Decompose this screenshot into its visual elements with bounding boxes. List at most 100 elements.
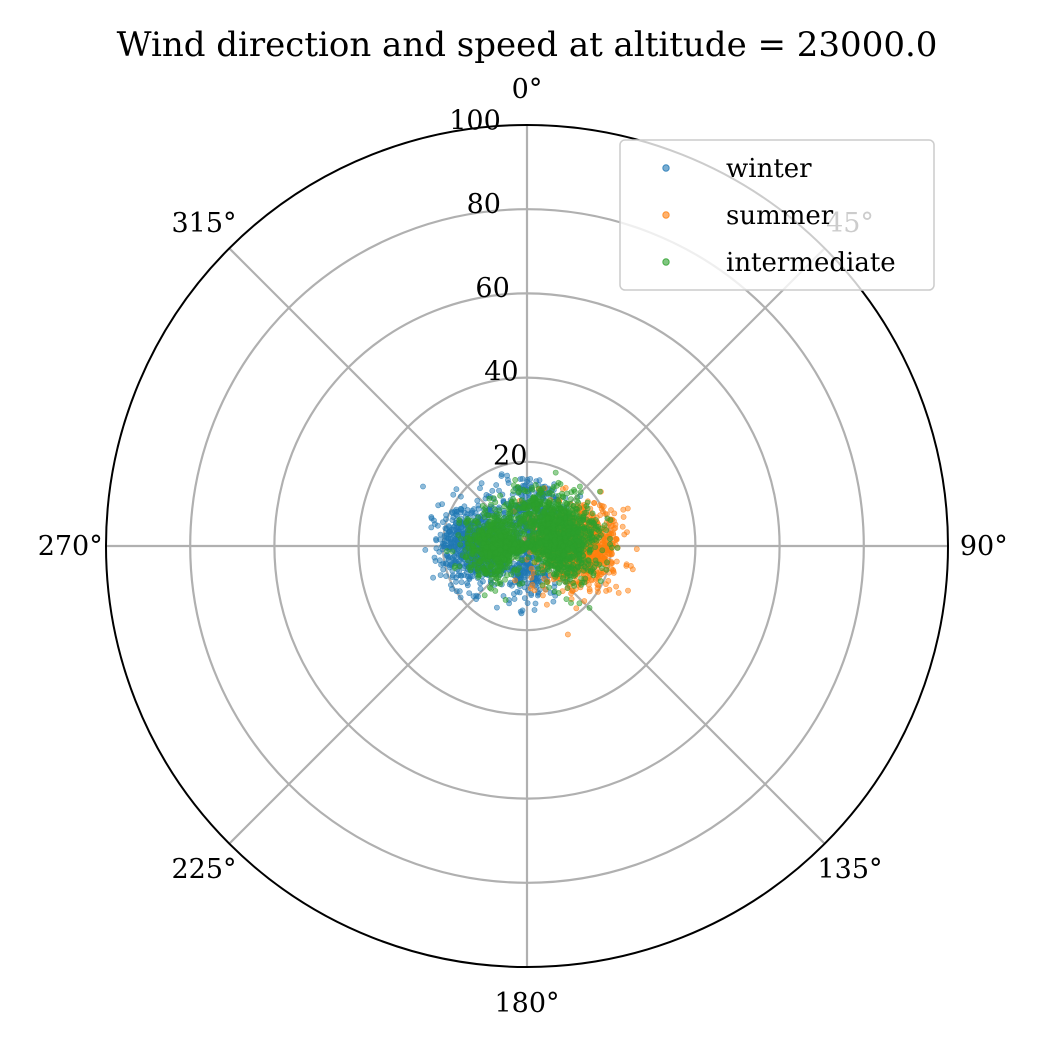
point-winter <box>498 471 505 477</box>
point-intermediate <box>519 497 525 503</box>
point-intermediate <box>512 541 518 547</box>
legend-item-intermediate: intermediate <box>662 248 896 278</box>
point-summer <box>595 589 601 595</box>
point-intermediate <box>537 540 543 546</box>
point-winter <box>504 472 510 479</box>
point-winter <box>478 480 485 487</box>
point-intermediate <box>586 538 593 545</box>
point-summer <box>585 581 592 588</box>
theta-tick-270: 270° <box>38 531 103 562</box>
chart-title: Wind direction and speed at altitude = 2… <box>117 25 938 65</box>
point-intermediate <box>467 538 474 544</box>
point-intermediate <box>478 551 485 557</box>
point-winter <box>520 562 527 569</box>
r-tick-40: 40 <box>484 357 518 388</box>
point-summer <box>624 505 631 512</box>
point-winter <box>550 598 557 605</box>
point-intermediate <box>503 538 510 544</box>
point-winter <box>445 555 452 561</box>
theta-gridline-135 <box>526 545 826 845</box>
point-winter <box>453 486 460 493</box>
point-summer <box>597 512 604 518</box>
point-intermediate <box>515 489 522 496</box>
point-intermediate <box>581 579 588 586</box>
point-winter <box>456 588 463 595</box>
point-winter <box>477 580 484 587</box>
point-summer <box>568 590 574 597</box>
point-winter <box>524 600 531 606</box>
point-intermediate <box>496 567 503 574</box>
point-intermediate <box>504 572 510 579</box>
point-winter <box>458 507 465 513</box>
point-winter <box>466 590 473 596</box>
point-winter <box>511 596 518 602</box>
legend-item-summer: summer <box>662 201 834 231</box>
point-winter <box>446 528 453 535</box>
point-summer <box>562 484 569 491</box>
point-intermediate <box>569 565 576 572</box>
point-winter <box>422 547 429 553</box>
point-intermediate <box>516 581 523 587</box>
legend-item-winter: winter <box>662 154 812 184</box>
point-winter <box>514 588 521 595</box>
point-summer <box>615 590 622 596</box>
point-intermediate <box>534 500 540 507</box>
point-intermediate <box>575 529 581 535</box>
point-intermediate <box>567 500 573 507</box>
point-intermediate <box>556 580 563 586</box>
point-winter <box>493 482 500 488</box>
point-intermediate <box>564 570 570 577</box>
point-intermediate <box>497 546 503 553</box>
point-intermediate <box>532 481 539 488</box>
point-intermediate <box>529 496 536 503</box>
point-summer <box>633 546 640 552</box>
point-intermediate <box>565 546 571 552</box>
point-intermediate <box>502 564 509 571</box>
point-winter <box>505 480 512 486</box>
point-intermediate <box>488 575 495 582</box>
point-winter <box>453 578 459 585</box>
point-intermediate <box>603 566 610 573</box>
legend-box <box>619 139 935 291</box>
point-winter <box>506 581 513 588</box>
point-winter <box>457 594 464 601</box>
point-intermediate <box>469 550 476 557</box>
point-intermediate <box>536 518 542 525</box>
point-winter <box>534 592 541 599</box>
point-intermediate <box>592 544 599 550</box>
point-intermediate <box>609 544 615 551</box>
point-intermediate <box>467 527 473 534</box>
theta-gridline-315 <box>228 247 528 547</box>
point-intermediate <box>475 527 482 534</box>
point-intermediate <box>515 570 521 577</box>
point-summer <box>620 514 627 520</box>
point-intermediate <box>560 530 567 537</box>
point-intermediate <box>449 548 456 555</box>
point-intermediate <box>516 520 523 526</box>
point-intermediate <box>576 600 583 607</box>
point-intermediate <box>604 559 610 566</box>
point-intermediate <box>597 578 604 584</box>
point-intermediate <box>495 517 502 524</box>
point-winter <box>456 558 463 564</box>
point-intermediate <box>510 496 516 502</box>
point-intermediate <box>486 528 493 534</box>
point-intermediate <box>480 531 487 538</box>
point-intermediate <box>455 532 462 538</box>
point-intermediate <box>473 539 480 546</box>
point-intermediate <box>551 588 558 595</box>
point-intermediate <box>598 532 604 538</box>
point-summer <box>540 592 546 599</box>
point-intermediate <box>539 570 546 576</box>
point-winter <box>443 573 449 579</box>
theta-tick-180: 180° <box>494 988 559 1019</box>
point-intermediate <box>452 563 458 569</box>
point-intermediate <box>604 515 611 522</box>
point-intermediate <box>535 509 541 516</box>
series-intermediate <box>444 469 621 611</box>
point-intermediate <box>512 476 519 483</box>
point-intermediate <box>495 574 502 581</box>
point-intermediate <box>552 469 559 476</box>
point-intermediate <box>502 597 509 603</box>
point-winter <box>517 476 524 482</box>
